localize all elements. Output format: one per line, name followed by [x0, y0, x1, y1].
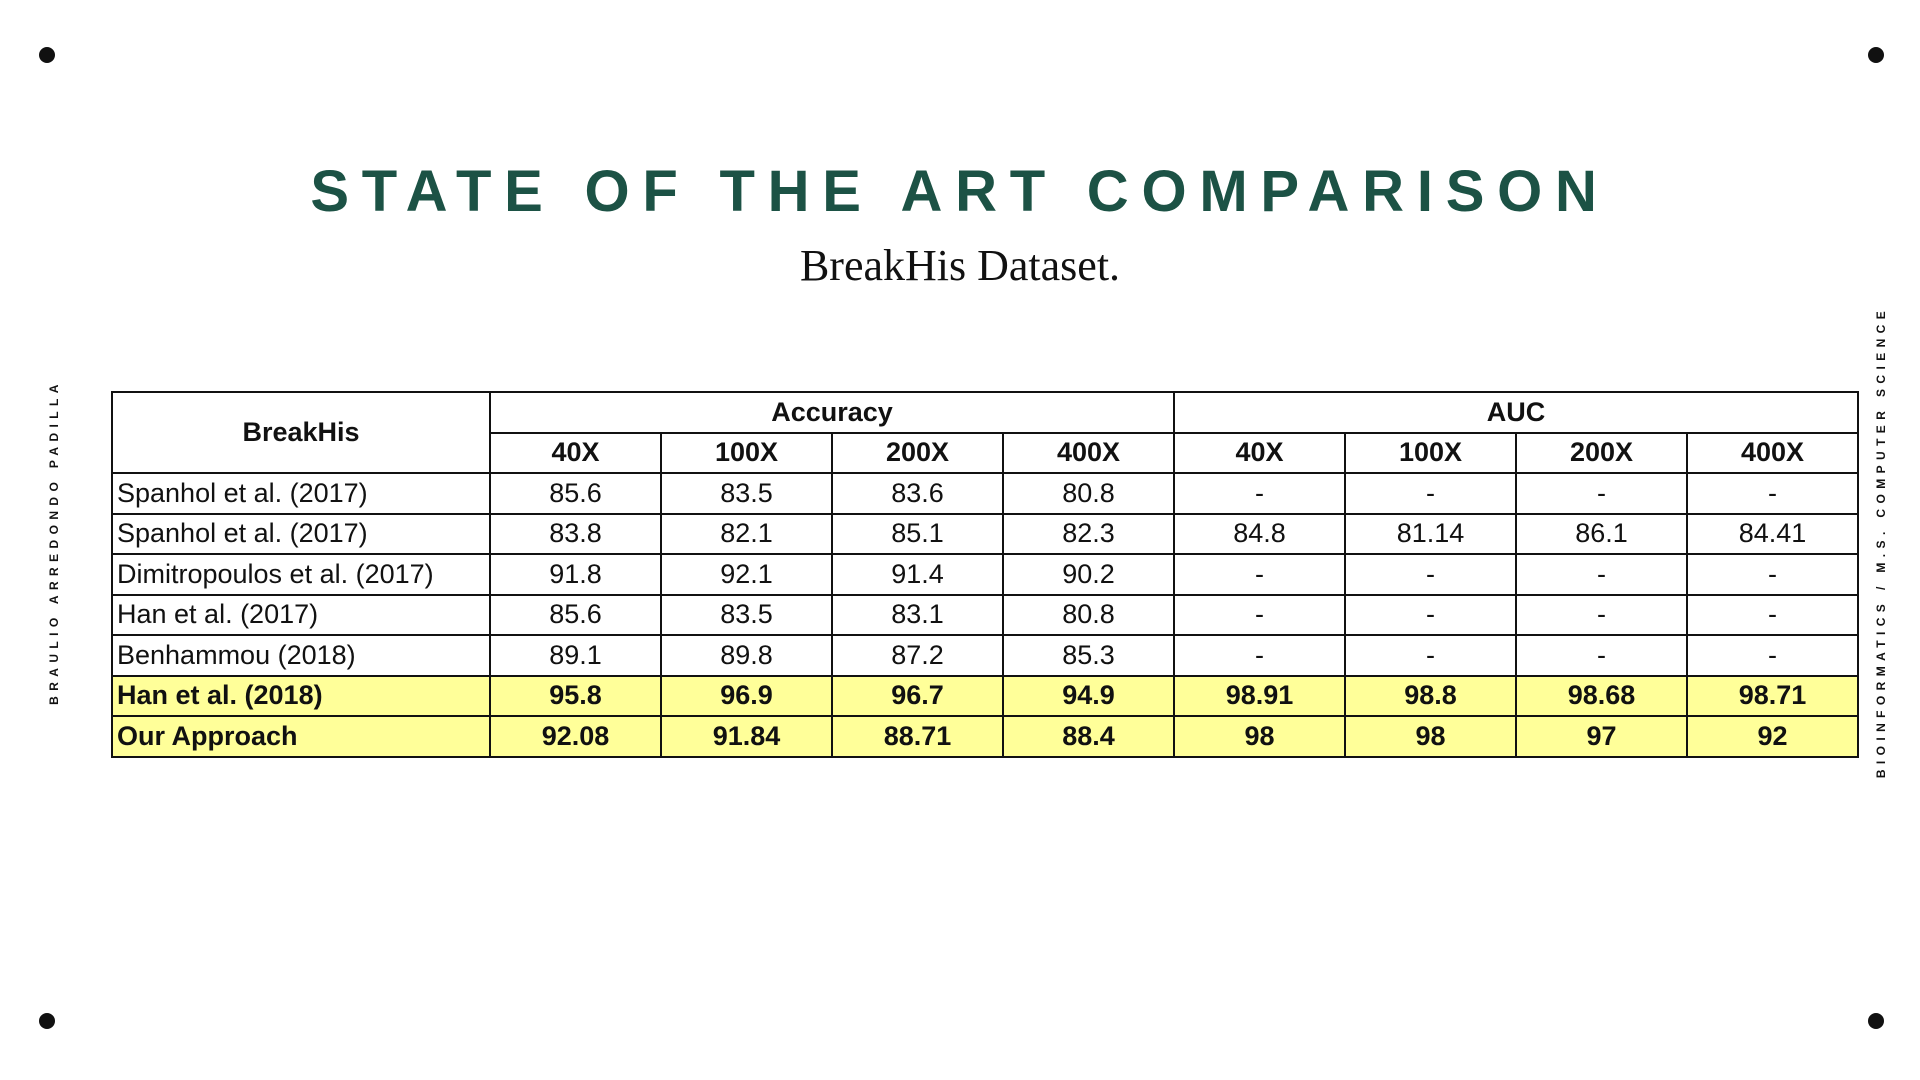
value-cell: -: [1686, 553, 1859, 596]
value-cell: -: [1686, 593, 1859, 636]
value-cell: 83.8: [489, 512, 662, 555]
column-header: 400X: [1686, 431, 1859, 474]
value-cell: 91.8: [489, 553, 662, 596]
header-row: BreakHis Accuracy AUC: [111, 391, 1859, 474]
table-row: Benhammou (2018) 89.1 89.8 87.2 85.3- - - -: [111, 634, 1859, 677]
value-cell: 90.2: [1002, 553, 1175, 596]
table-row: Spanhol et al. (2017) 85.6 83.5 83.6 80.8- - -…: [111, 472, 1859, 515]
value-cell: 85.6: [489, 593, 662, 636]
value-cell: 98.8: [1344, 674, 1517, 717]
value-cell: -: [1344, 472, 1517, 515]
value-cell: 98: [1344, 715, 1517, 758]
value-cell: 97: [1515, 715, 1688, 758]
value-cell: 84.8: [1173, 512, 1346, 555]
value-cell: 91.4: [831, 553, 1004, 596]
value-cell: 92.1: [660, 553, 833, 596]
group-header: Accuracy: [489, 391, 1175, 434]
value-cell: 98.68: [1515, 674, 1688, 717]
side-text: BIOINFORMATICS / M.S. COMPUTER SCIENCE: [1874, 305, 1888, 779]
value-cell: 83.6: [831, 472, 1004, 515]
value-cell: 98.71: [1686, 674, 1859, 717]
value-cell: 80.8: [1002, 593, 1175, 636]
method-cell: Benhammou (2018): [111, 634, 491, 677]
value-cell: -: [1344, 593, 1517, 636]
corner-dot: [39, 1013, 55, 1029]
value-cell: 94.9: [1002, 674, 1175, 717]
method-cell: Spanhol et al. (2017): [111, 512, 491, 555]
value-cell: -: [1173, 472, 1346, 515]
column-header: 400X: [1002, 431, 1175, 474]
value-cell: -: [1515, 472, 1688, 515]
value-cell: 85.3: [1002, 634, 1175, 677]
subheader-row: 40X 100X 200X 400X 40X 100X 200X 400X: [112, 431, 1859, 474]
value-cell: -: [1686, 634, 1859, 677]
value-cell: 88.71: [831, 715, 1004, 758]
value-cell: 98: [1173, 715, 1346, 758]
value-cell: -: [1686, 472, 1859, 515]
value-cell: 98.91: [1173, 674, 1346, 717]
method-cell: Han et al. (2018): [111, 674, 491, 717]
value-cell: 96.9: [660, 674, 833, 717]
corner-dot: [1868, 47, 1884, 63]
value-cell: -: [1173, 634, 1346, 677]
corner-dot: [39, 47, 55, 63]
subtitle: BreakHis Dataset.: [799, 241, 1121, 290]
value-cell: 80.8: [1002, 472, 1175, 515]
table-row: Our Approach 92.08 91.84 88.71 88.4 98 98 97 92: [111, 715, 1859, 758]
column-header: 40X: [489, 431, 662, 474]
value-cell: 83.1: [831, 593, 1004, 636]
method-cell: Dimitropoulos et al. (2017): [111, 553, 491, 596]
value-cell: 82.3: [1002, 512, 1175, 555]
corner-dot: [1868, 1013, 1884, 1029]
column-header: 40X: [1173, 431, 1346, 474]
value-cell: 86.1: [1515, 512, 1688, 555]
value-cell: -: [1515, 634, 1688, 677]
table-row: Spanhol et al. (2017) 83.8 82.1 85.1 82.3 84.…: [111, 512, 1859, 555]
table-row: Han et al. (2018) 95.8 96.9 96.7 94.9 98.91 98…: [111, 674, 1859, 717]
column-header: 200X: [1515, 431, 1688, 474]
value-cell: 96.7: [831, 674, 1004, 717]
column-header: 200X: [831, 431, 1004, 474]
value-cell: 83.5: [660, 593, 833, 636]
value-cell: 85.1: [831, 512, 1004, 555]
value-cell: -: [1515, 593, 1688, 636]
method-cell: Spanhol et al. (2017): [111, 472, 491, 515]
value-cell: 92: [1686, 715, 1859, 758]
side-text: BRAULIO ARREDONDO PADILLA: [47, 379, 61, 705]
value-cell: -: [1173, 553, 1346, 596]
title: STATE OF THE ART COMPARISON: [310, 159, 1610, 224]
value-cell: 89.8: [660, 634, 833, 677]
column-header: 100X: [1344, 431, 1517, 474]
value-cell: -: [1344, 634, 1517, 677]
value-cell: 89.1: [489, 634, 662, 677]
value-cell: 88.4: [1002, 715, 1175, 758]
value-cell: 84.41: [1686, 512, 1859, 555]
corner-cell: BreakHis: [111, 391, 491, 474]
value-cell: 81.14: [1344, 512, 1517, 555]
value-cell: 91.84: [660, 715, 833, 758]
method-cell: Han et al. (2017): [111, 593, 491, 636]
value-cell: -: [1515, 553, 1688, 596]
group-header: AUC: [1173, 391, 1859, 434]
comparison-table: BreakHis Accuracy AUC 40X 100X 200X 400X 40X 100…: [111, 391, 1859, 758]
column-header: 100X: [660, 431, 833, 474]
method-cell: Our Approach: [111, 715, 491, 758]
value-cell: -: [1173, 593, 1346, 636]
value-cell: 82.1: [660, 512, 833, 555]
table-row: Han et al. (2017) 85.6 83.5 83.1 80.8- - - -: [111, 593, 1859, 636]
value-cell: 85.6: [489, 472, 662, 515]
value-cell: 83.5: [660, 472, 833, 515]
value-cell: -: [1344, 553, 1517, 596]
value-cell: 87.2: [831, 634, 1004, 677]
table-row: Dimitropoulos et al. (2017) 91.8 92.1 91.4 9…: [111, 553, 1859, 596]
value-cell: 92.08: [489, 715, 662, 758]
value-cell: 95.8: [489, 674, 662, 717]
